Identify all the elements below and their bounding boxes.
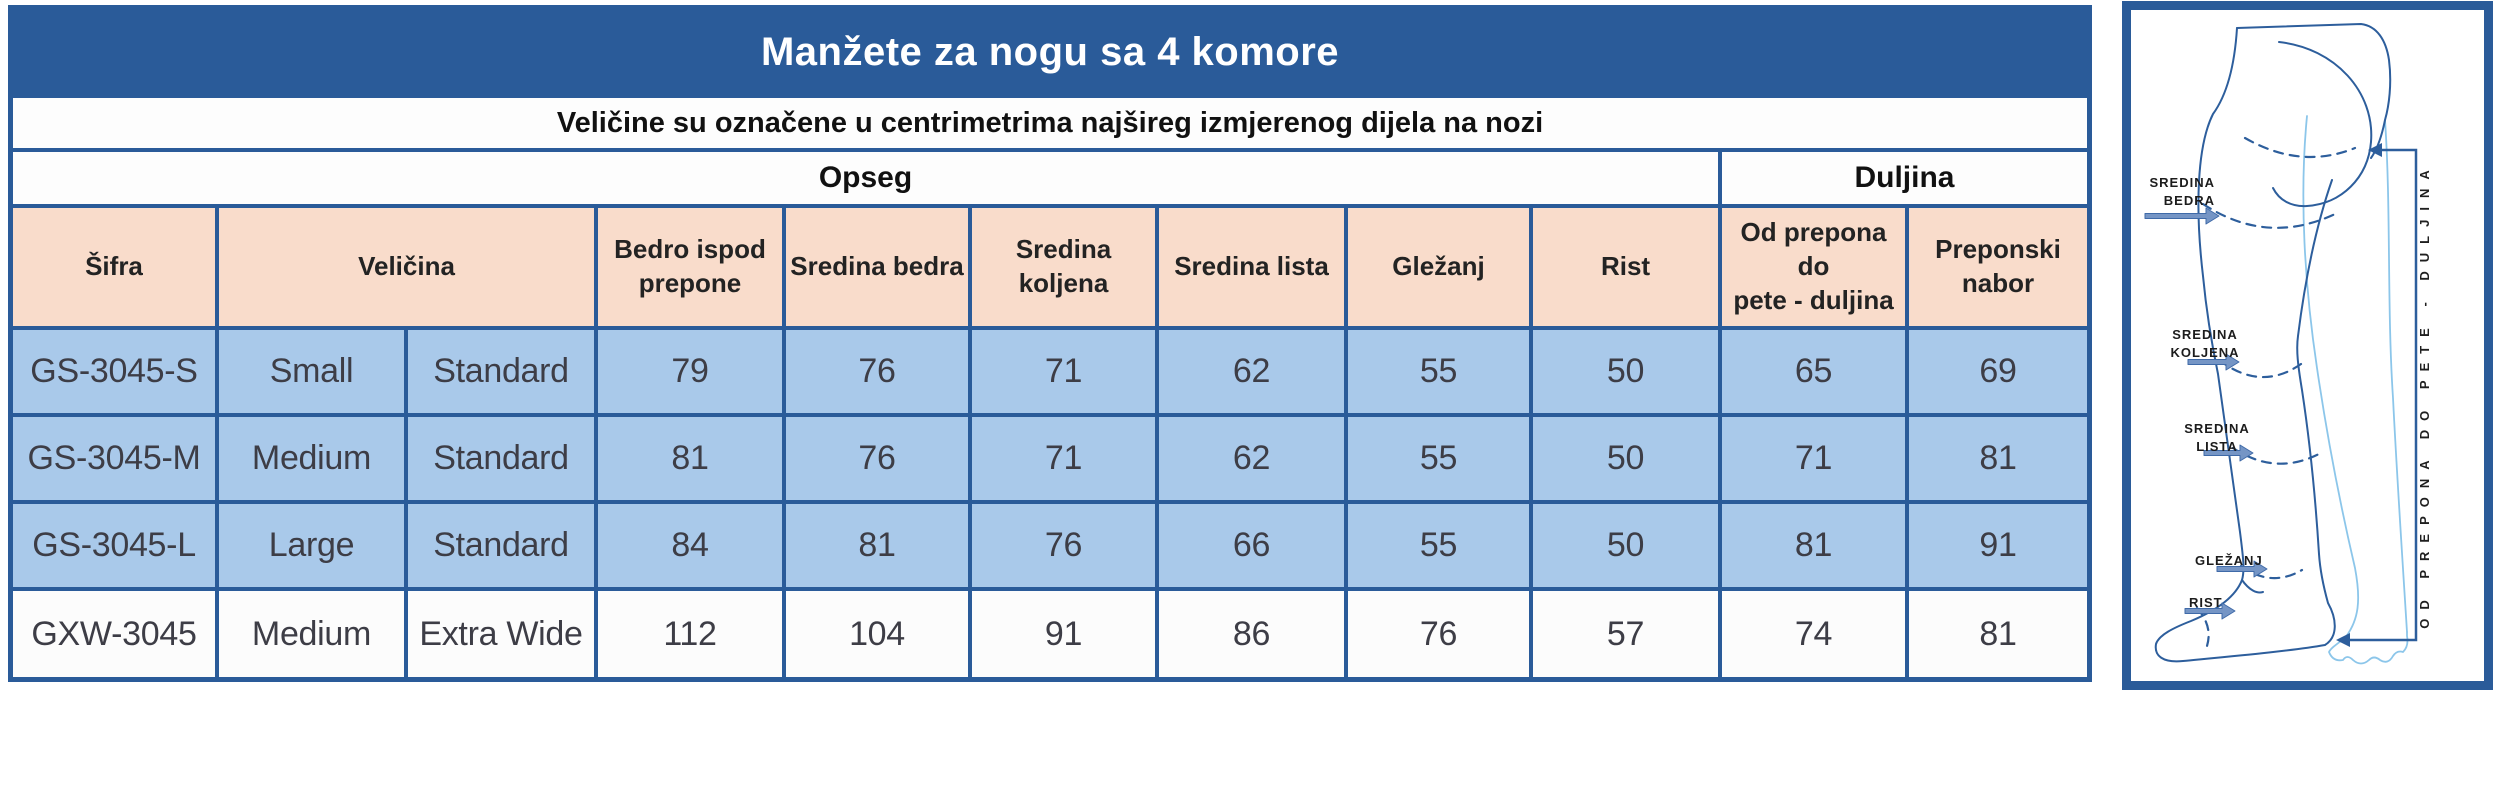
- cell-value: 112: [598, 591, 782, 677]
- group-header-duljina: Duljina: [1722, 152, 2087, 204]
- leg-measurement-diagram: SREDINA BEDRA SREDINA KOLJENA SREDINA LI…: [2122, 1, 2493, 690]
- cell-value: 62: [1159, 330, 1344, 413]
- col-header-sredina-koljena: Sredina koljena: [972, 208, 1155, 326]
- cell-value: 76: [972, 504, 1155, 587]
- cell-size: Small: [219, 330, 404, 413]
- arrow-icon: [2144, 207, 2268, 620]
- leg-illustration: [2144, 23, 2418, 665]
- diagram-label-sredina-koljena: SREDINA KOLJENA: [2170, 327, 2240, 360]
- cell-value: 81: [786, 504, 968, 587]
- cell-value: 76: [786, 417, 968, 500]
- cell-value: 81: [1722, 504, 1905, 587]
- cell-value: 76: [786, 330, 968, 413]
- cell-value: 69: [1909, 330, 2087, 413]
- col-header-bedro-ispod-prepone: Bedro ispod prepone: [598, 208, 782, 326]
- cell-value: 91: [1909, 504, 2087, 587]
- cell-value: 71: [1722, 417, 1905, 500]
- col-header-velicina: Veličina: [219, 208, 594, 326]
- col-header-rist: Rist: [1533, 208, 1718, 326]
- cell-value: 57: [1533, 591, 1718, 677]
- cell-code: GS-3045-M: [13, 417, 215, 500]
- cell-value: 55: [1348, 417, 1529, 500]
- cell-code: GS-3045-L: [13, 504, 215, 587]
- table-subtitle: Veličine su označene u centrimetrima naj…: [13, 98, 2087, 148]
- cell-size: Large: [219, 504, 404, 587]
- length-dimension-line: [2336, 143, 2418, 647]
- table-title: Manžete za nogu sa 4 komore: [13, 10, 2087, 94]
- cell-value: 81: [598, 417, 782, 500]
- cell-size: Medium: [219, 417, 404, 500]
- cell-code: GS-3045-S: [13, 330, 215, 413]
- cell-value: 84: [598, 504, 782, 587]
- col-header-od-prepona-do-pete: Od prepona do pete - duljina: [1722, 208, 1905, 326]
- cell-value: 76: [1348, 591, 1529, 677]
- size-chart-table: Manžete za nogu sa 4 komore Veličine su …: [8, 5, 2092, 682]
- cell-fit: Standard: [408, 504, 594, 587]
- cell-value: 55: [1348, 504, 1529, 587]
- cell-size: Medium: [219, 591, 404, 677]
- cell-fit: Extra Wide: [408, 591, 594, 677]
- diagram-label-rist: RIST: [2189, 595, 2223, 610]
- col-header-sifra: Šifra: [13, 208, 215, 326]
- col-header-preponski-nabor: Preponski nabor: [1909, 208, 2087, 326]
- cell-value: 71: [972, 417, 1155, 500]
- front-leg-outline: [2154, 23, 2392, 663]
- cell-code: GXW-3045: [13, 591, 215, 677]
- cell-value: 74: [1722, 591, 1905, 677]
- cell-fit: Standard: [408, 330, 594, 413]
- cell-value: 91: [972, 591, 1155, 677]
- diagram-label-glezanj: GLEŽANJ: [2195, 553, 2263, 568]
- cell-value: 79: [598, 330, 782, 413]
- cell-value: 104: [786, 591, 968, 677]
- cell-value: 71: [972, 330, 1155, 413]
- diagram-label-sredina-lista: SREDINA LISTA: [2184, 421, 2250, 454]
- cell-value: 50: [1533, 330, 1718, 413]
- cell-value: 55: [1348, 330, 1529, 413]
- cell-value: 66: [1159, 504, 1344, 587]
- group-header-opseg: Opseg: [13, 152, 1718, 204]
- cell-value: 50: [1533, 417, 1718, 500]
- col-header-sredina-bedra: Sredina bedra: [786, 208, 968, 326]
- cell-value: 65: [1722, 330, 1905, 413]
- cell-value: 86: [1159, 591, 1344, 677]
- cell-value: 81: [1909, 417, 2087, 500]
- col-header-glezanj: Gležanj: [1348, 208, 1529, 326]
- cell-value: 62: [1159, 417, 1344, 500]
- cell-value: 81: [1909, 591, 2087, 677]
- cell-fit: Standard: [408, 417, 594, 500]
- cell-value: 50: [1533, 504, 1718, 587]
- diagram-label-sredina-bedra: SREDINA BEDRA: [2149, 175, 2215, 208]
- diagram-label-od-prepona-do-pete-duljina: OD PREPONA DO PETE - DULJINA: [2417, 161, 2432, 629]
- col-header-sredina-lista: Sredina lista: [1159, 208, 1344, 326]
- back-leg-outline: [2302, 115, 2409, 665]
